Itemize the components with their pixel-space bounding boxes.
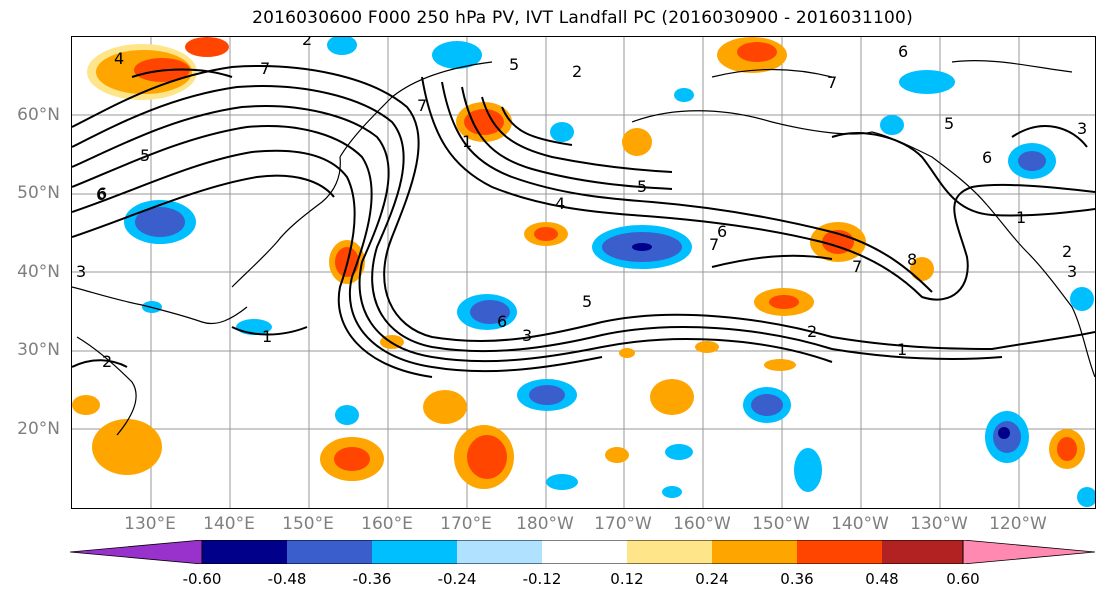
- lon-label: 170°E: [440, 514, 492, 534]
- contour-label: 1: [262, 327, 272, 346]
- lon-label: 170°W: [594, 514, 652, 534]
- contour-label: 2: [572, 62, 582, 81]
- contour-label: 5: [140, 146, 150, 165]
- lon-label: 140°E: [203, 514, 255, 534]
- lat-label: 60°N: [17, 105, 60, 125]
- contour-label: 3: [522, 326, 532, 345]
- contour-label: 8: [907, 250, 917, 269]
- map-title: 2016030600 F000 250 hPa PV, IVT Landfall…: [252, 8, 913, 28]
- colorbar-outline: [201, 540, 964, 564]
- lon-label: 140°W: [831, 514, 889, 534]
- contour-label: 5: [509, 55, 519, 74]
- contour-label: 7: [260, 59, 270, 78]
- contour-label: 5: [582, 292, 592, 311]
- colorbar-extend-max: [962, 540, 1095, 564]
- contour-label: 5: [944, 114, 954, 133]
- contour-label: 5: [637, 177, 647, 196]
- colorbar-tick-label: -0.60: [182, 570, 222, 588]
- colorbar: [70, 540, 1095, 564]
- contour-label: 1: [897, 340, 907, 359]
- lon-label: 150°W: [752, 514, 810, 534]
- contour-label: 2: [102, 352, 112, 371]
- contour-label: 3: [76, 262, 86, 281]
- colorbar-tick-label: 0.60: [946, 570, 980, 588]
- colorbar-tick-label: -0.24: [437, 570, 477, 588]
- graticule: [72, 37, 1095, 508]
- colorbar-segment: [457, 540, 542, 564]
- contour-label: 4: [114, 49, 124, 68]
- contour-label: 6: [97, 184, 107, 203]
- contour-label: 6: [982, 148, 992, 167]
- contour-label: 1: [462, 132, 472, 151]
- contour-label: 7: [417, 96, 427, 115]
- contour-label: 4: [555, 194, 565, 213]
- colorbar-segment: [882, 540, 963, 564]
- contour-label: 3: [1077, 119, 1087, 138]
- colorbar-tick-label: 0.48: [865, 570, 899, 588]
- colorbar-segment: [712, 540, 797, 564]
- lat-label: 50°N: [17, 183, 60, 203]
- colorbar-segment: [202, 540, 287, 564]
- contour-label: 6: [898, 42, 908, 61]
- contour-label: 2: [807, 322, 817, 341]
- colorbar-tick-label: 0.24: [695, 570, 729, 588]
- contour-label: 6: [497, 312, 507, 331]
- lon-label: 150°E: [282, 514, 334, 534]
- lat-label: 20°N: [17, 419, 60, 439]
- colorbar-segment: [542, 540, 627, 564]
- contour-labels: 4 6 7 5 6 3 5 1 2 7 3 2 4 5 6 7 5 3 1 2 …: [76, 37, 1087, 371]
- colorbar-tick-label: -0.12: [522, 570, 562, 588]
- shaded-anomalies: [72, 37, 1095, 507]
- contour-label: 3: [1067, 262, 1077, 281]
- coastlines: [72, 60, 1095, 436]
- contour-label: 6: [96, 185, 106, 204]
- lon-label: 130°W: [910, 514, 968, 534]
- contour-label: 2: [1062, 242, 1072, 261]
- colorbar-segment: [372, 540, 457, 564]
- lon-label: 120°W: [989, 514, 1047, 534]
- lat-label: 30°N: [17, 340, 60, 360]
- lon-label: 130°E: [124, 514, 176, 534]
- colorbar-tick-label: -0.48: [267, 570, 307, 588]
- contour-label: 6: [717, 222, 727, 241]
- colorbar-extend-min: [70, 540, 203, 564]
- colorbar-tick-label: 0.36: [780, 570, 814, 588]
- lon-label: 160°W: [673, 514, 731, 534]
- contour-label: 7: [827, 73, 837, 92]
- map-svg: 4 6 7 5 6 3 5 1 2 7 3 2 4 5 6 7 5 3 1 2 …: [72, 37, 1095, 508]
- contour-label: 7: [709, 235, 719, 254]
- colorbar-tick-label: 0.12: [610, 570, 644, 588]
- contour-label: 1: [1016, 208, 1026, 227]
- colorbar-tick-label: -0.36: [352, 570, 392, 588]
- colorbar-segment: [797, 540, 882, 564]
- colorbar-segment: [287, 540, 372, 564]
- pv-contours: [72, 65, 1095, 378]
- lon-label: 180°W: [516, 514, 574, 534]
- lat-label: 40°N: [17, 262, 60, 282]
- colorbar-segment: [627, 540, 712, 564]
- contour-label: 2: [302, 37, 312, 49]
- lon-label: 160°E: [361, 514, 413, 534]
- map-panel: 4 6 7 5 6 3 5 1 2 7 3 2 4 5 6 7 5 3 1 2 …: [71, 36, 1096, 509]
- contour-label: 7: [852, 257, 862, 276]
